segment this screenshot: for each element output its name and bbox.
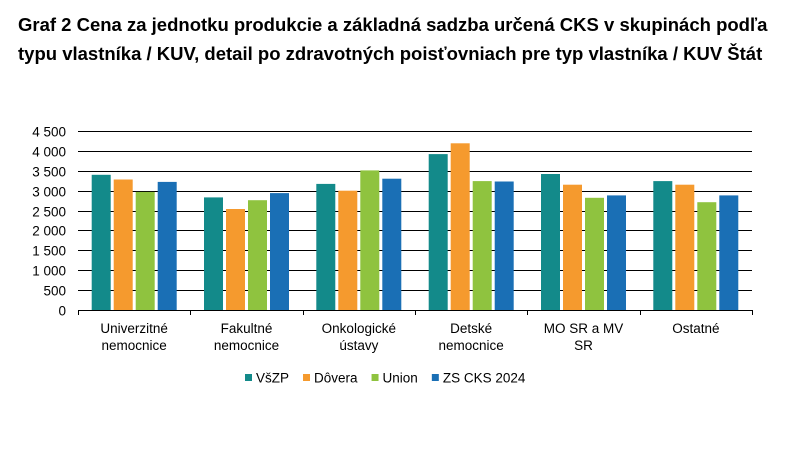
y-tick-label: 3 000 (32, 185, 66, 200)
bar-VšZP-2 (316, 183, 336, 310)
legend: VšZP Dôvera Union ZS CKS 2024 (245, 371, 526, 386)
bar-VšZP-4 (541, 174, 560, 310)
legend-item: Dôvera (303, 371, 358, 386)
legend-swatch (431, 374, 439, 381)
bar-Union-1 (248, 200, 267, 310)
legend-item: ZS CKS 2024 (431, 371, 526, 386)
y-tick-label: 2 000 (32, 224, 66, 239)
category-label: Onkologické ústavy (322, 321, 396, 353)
legend-swatch (245, 374, 252, 381)
bar-ZS-CKS-2024-1 (270, 193, 289, 310)
y-tick-label: 3 500 (32, 165, 66, 180)
bar-Union-4 (585, 197, 604, 310)
bars (91, 143, 739, 310)
bar-Dôvera-3 (450, 143, 470, 310)
category-label: Fakultné nemocnice (214, 321, 279, 353)
legend-item: VšZP (245, 371, 289, 386)
bar-Dôvera-4 (563, 184, 582, 310)
legend-item: Union (371, 371, 418, 386)
bar-Dôvera-2 (338, 190, 358, 310)
bar-Dôvera-5 (675, 184, 695, 310)
legend-swatch (303, 374, 311, 381)
legend-label: VšZP (256, 371, 289, 386)
x-axis (78, 310, 753, 315)
bar-ZS-CKS-2024-3 (494, 181, 514, 310)
x-axis-categories: Univerzitné nemocnice Fakultné nemocnice Onk… (100, 321, 719, 353)
category-label: Ostatné (672, 321, 719, 336)
legend-label: Dôvera (314, 371, 358, 386)
gridlines (78, 131, 752, 291)
legend-label: ZS CKS 2024 (443, 371, 526, 386)
bar-ZS-CKS-2024-4 (607, 195, 626, 310)
bar-VšZP-1 (204, 197, 223, 310)
category-label: Detské nemocnice (439, 321, 504, 353)
bar-Dôvera-0 (113, 179, 133, 310)
y-tick-label: 4 500 (32, 125, 66, 140)
y-tick-label: 500 (43, 284, 66, 299)
bar-Union-5 (697, 202, 717, 310)
y-tick-label: 1 500 (32, 244, 66, 259)
bar-Union-0 (135, 191, 155, 310)
bar-Dôvera-1 (226, 209, 245, 310)
category-label: MO SR a MV SR (544, 321, 624, 353)
legend-label: Union (383, 371, 418, 386)
y-axis-ticks: 0 500 1 000 1 500 2 000 2 500 3 000 3 500 4 000 4… (32, 125, 66, 319)
bar-ZS-CKS-2024-2 (382, 178, 402, 310)
bar-VšZP-5 (653, 181, 673, 310)
bar-Union-3 (472, 181, 492, 310)
bar-VšZP-3 (428, 154, 448, 310)
chart-title: Graf 2 Cena za jednotku produkcie a zákl… (18, 14, 768, 64)
y-tick-label: 0 (58, 304, 66, 319)
y-tick-label: 4 000 (32, 145, 66, 160)
y-tick-label: 2 500 (32, 205, 66, 220)
y-tick-label: 1 000 (32, 264, 66, 279)
bar-VšZP-0 (91, 174, 111, 310)
bar-ZS-CKS-2024-0 (157, 181, 177, 310)
bar-ZS-CKS-2024-5 (719, 195, 739, 310)
legend-swatch (371, 374, 379, 381)
bar-Union-2 (360, 170, 380, 310)
category-label: Univerzitné nemocnice (100, 321, 168, 353)
